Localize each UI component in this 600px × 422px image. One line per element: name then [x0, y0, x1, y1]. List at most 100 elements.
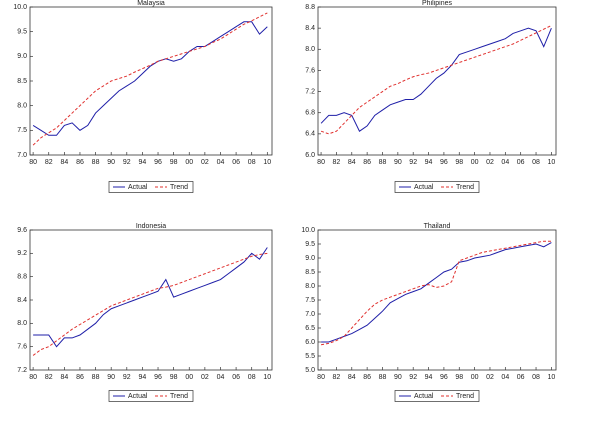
y-tick-label: 9.5 [305, 241, 315, 248]
x-tick-label: 94 [425, 159, 433, 166]
x-tick-label: 86 [363, 374, 371, 381]
legend: Actual Trend [394, 181, 480, 193]
x-tick-label: 92 [409, 159, 417, 166]
x-tick-label: 82 [333, 374, 341, 381]
x-tick-label: 82 [45, 374, 53, 381]
y-tick-label: 7.6 [305, 67, 315, 74]
x-tick-label: 88 [92, 159, 100, 166]
legend-label: Trend [456, 184, 474, 191]
y-tick-label: 6.0 [305, 152, 315, 159]
legend-box [394, 181, 480, 193]
x-tick-label: 92 [123, 159, 131, 166]
y-tick-label: 7.2 [17, 367, 27, 374]
series-line [32, 12, 268, 146]
x-tick-label: 96 [154, 374, 162, 381]
x-tick-label: 94 [139, 159, 147, 166]
x-tick-label: 80 [317, 374, 325, 381]
y-tick-label: 6.8 [305, 110, 315, 117]
x-tick-label: 08 [248, 374, 256, 381]
x-tick-label: 04 [501, 374, 509, 381]
y-tick-label: 9.0 [17, 53, 27, 60]
y-tick-label: 7.5 [305, 297, 315, 304]
plot-frame [317, 229, 557, 371]
y-tick-label: 9.0 [305, 255, 315, 262]
x-tick-label: 00 [471, 374, 479, 381]
y-tick-label: 7.2 [305, 88, 315, 95]
x-tick-label: 02 [201, 159, 209, 166]
y-tick-label: 8.5 [305, 269, 315, 276]
y-tick-label: 9.6 [17, 227, 27, 234]
chart-title: Malaysia [137, 0, 165, 7]
x-tick-label: 88 [379, 374, 387, 381]
x-tick-label: 98 [170, 374, 178, 381]
y-tick-label: 8.0 [305, 283, 315, 290]
series-line [321, 242, 552, 343]
x-tick-label: 10 [547, 374, 555, 381]
x-tick-label: 04 [501, 159, 509, 166]
legend-box [108, 390, 194, 402]
series-line [32, 252, 268, 356]
x-tick-label: 96 [154, 159, 162, 166]
x-tick-label: 80 [317, 159, 325, 166]
x-tick-label: 94 [139, 374, 147, 381]
y-tick-label: 9.5 [17, 29, 27, 36]
x-tick-label: 10 [263, 159, 271, 166]
y-tick-label: 5.0 [305, 367, 315, 374]
x-tick-label: 92 [123, 374, 131, 381]
x-tick-label: 96 [440, 374, 448, 381]
legend-label: Actual [414, 393, 434, 400]
y-tick-label: 7.6 [17, 344, 27, 351]
x-tick-label: 10 [263, 374, 271, 381]
y-tick-label: 8.5 [17, 78, 27, 85]
y-tick-label: 6.4 [305, 131, 315, 138]
y-tick-label: 8.4 [305, 25, 315, 32]
x-tick-label: 08 [248, 159, 256, 166]
series-line [33, 247, 268, 348]
legend-label: Trend [170, 393, 188, 400]
x-tick-label: 90 [394, 159, 402, 166]
plot-frame [317, 6, 557, 156]
series-line [320, 25, 552, 135]
chart-title: Thailand [424, 223, 451, 230]
y-tick-label: 8.8 [17, 274, 27, 281]
x-tick-label: 84 [60, 374, 68, 381]
series-line [320, 240, 552, 346]
y-tick-label: 10.0 [301, 227, 315, 234]
x-tick-label: 82 [45, 159, 53, 166]
x-tick-label: 04 [217, 374, 225, 381]
y-tick-label: 8.4 [17, 297, 27, 304]
legend-label: Trend [170, 184, 188, 191]
x-tick-label: 00 [471, 159, 479, 166]
x-tick-label: 90 [394, 374, 402, 381]
x-tick-label: 96 [440, 159, 448, 166]
x-tick-label: 04 [217, 159, 225, 166]
x-tick-label: 86 [76, 374, 84, 381]
x-tick-label: 84 [348, 159, 356, 166]
panel: Thailand 5.0 5.5 6.0 6.5 7.0 7.5 8.0 8.5 9.0 9.5 10… [301, 223, 557, 402]
x-tick-label: 10 [547, 159, 555, 166]
legend-box [108, 181, 194, 193]
x-tick-label: 98 [455, 159, 463, 166]
x-tick-label: 98 [170, 159, 178, 166]
x-tick-label: 94 [425, 374, 433, 381]
x-tick-label: 82 [333, 159, 341, 166]
chart-title: Indonesia [136, 223, 166, 230]
x-tick-label: 02 [201, 374, 209, 381]
panel: Malaysia 7.0 7.5 8.0 8.5 9.0 9.5 10.0 80 82 84 86 88… [13, 0, 273, 193]
legend: Actual Trend [394, 390, 480, 402]
y-tick-label: 8.8 [305, 4, 315, 11]
x-tick-label: 92 [409, 374, 417, 381]
x-tick-label: 80 [29, 374, 37, 381]
x-tick-label: 86 [363, 159, 371, 166]
x-tick-label: 02 [486, 374, 494, 381]
y-tick-label: 10.0 [13, 4, 27, 11]
legend-label: Trend [456, 393, 474, 400]
x-tick-label: 80 [29, 159, 37, 166]
legend-label: Actual [128, 393, 148, 400]
y-tick-label: 7.0 [17, 152, 27, 159]
series-line [32, 21, 268, 136]
legend-label: Actual [128, 184, 148, 191]
x-tick-label: 00 [185, 159, 193, 166]
x-tick-label: 08 [532, 374, 540, 381]
x-tick-label: 84 [348, 374, 356, 381]
